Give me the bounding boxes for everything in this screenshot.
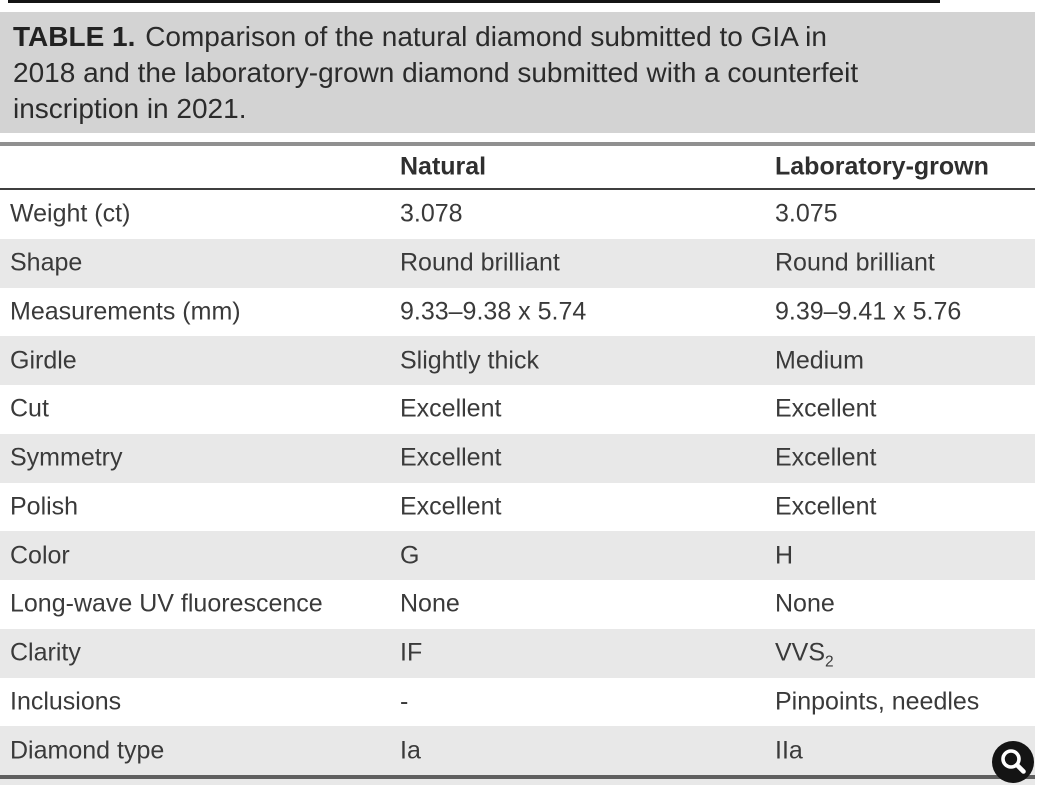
row-label-cell: Diamond type xyxy=(10,736,165,765)
row-natural-cell: Excellent xyxy=(400,492,502,521)
row-label-cell: Color xyxy=(10,541,70,570)
row-laboratory-grown-cell: VVS2 xyxy=(775,638,834,671)
row-label-cell: Symmetry xyxy=(10,443,123,472)
row-natural-cell: None xyxy=(400,589,460,618)
column-header-laboratory-grown: Laboratory-grown xyxy=(775,152,989,181)
table-row: Clarity IF VVS2 xyxy=(0,628,1035,678)
table-row: Color G H xyxy=(0,531,1035,580)
table-row: Cut Excellent Excellent xyxy=(0,385,1035,434)
table-row: Measurements (mm) 9.33–9.38 x 5.74 9.39–… xyxy=(0,287,1035,337)
row-natural-cell: 3.078 xyxy=(400,199,463,228)
column-header-natural: Natural xyxy=(400,152,487,181)
row-label-cell: Clarity xyxy=(10,638,81,667)
table-header-row: Natural Laboratory-grown xyxy=(0,146,1035,188)
table-row: Shape Round brilliant Round brilliant xyxy=(0,238,1035,288)
table-number-label: TABLE 1. xyxy=(13,21,136,52)
row-laboratory-grown-cell: 3.075 xyxy=(775,199,838,228)
table-row: Polish Excellent Excellent xyxy=(0,482,1035,532)
row-natural-cell: 9.33–9.38 x 5.74 xyxy=(400,297,587,326)
row-label-cell: Shape xyxy=(10,248,83,277)
table-row: Girdle Slightly thick Medium xyxy=(0,336,1035,385)
table-row: Long-wave UV fluorescence None None xyxy=(0,580,1035,629)
caption-line-1: TABLE 1. Comparison of the natural diamon… xyxy=(13,19,1025,55)
row-label-cell: Girdle xyxy=(10,346,77,375)
caption-line-3: inscription in 2021. xyxy=(13,93,247,124)
row-natural-cell: Ia xyxy=(400,736,421,765)
table-row: Inclusions - Pinpoints, needles xyxy=(0,677,1035,727)
row-natural-cell: Excellent xyxy=(400,394,502,423)
row-natural-cell: Slightly thick xyxy=(400,346,539,375)
row-laboratory-grown-cell: Excellent xyxy=(775,394,877,423)
row-laboratory-grown-cell: H xyxy=(775,541,794,570)
row-laboratory-grown-cell: None xyxy=(775,589,835,618)
table-row: Diamond type Ia IIa xyxy=(0,726,1035,775)
bottom-gray-strip xyxy=(0,779,1035,785)
table-row: Symmetry Excellent Excellent xyxy=(0,433,1035,483)
row-label-cell: Polish xyxy=(10,492,79,521)
row-laboratory-grown-cell: Round brilliant xyxy=(775,248,935,277)
table-top-rule xyxy=(0,142,1035,146)
row-label-cell: Inclusions xyxy=(10,687,122,716)
caption-line-2: 2018 and the laboratory-grown diamond su… xyxy=(13,57,859,88)
row-laboratory-grown-cell: Medium xyxy=(775,346,864,375)
table-bottom-rule xyxy=(0,775,1035,779)
row-natural-cell: G xyxy=(400,541,420,570)
caption-text: Comparison of the natural diamond submit… xyxy=(145,21,827,52)
row-label-cell: Weight (ct) xyxy=(10,199,131,228)
magnifier-icon xyxy=(1001,749,1026,774)
row-laboratory-grown-cell: IIa xyxy=(775,736,803,765)
table-rows: Weight (ct) 3.078 3.075 Shape Round bril… xyxy=(0,190,1035,775)
row-laboratory-grown-cell: Excellent xyxy=(775,443,877,472)
table-row: Weight (ct) 3.078 3.075 xyxy=(0,190,1035,239)
row-label-cell: Measurements (mm) xyxy=(10,297,241,326)
row-natural-cell: IF xyxy=(400,638,423,667)
row-label-cell: Cut xyxy=(10,394,49,423)
row-label-cell: Long-wave UV fluorescence xyxy=(10,589,323,618)
row-laboratory-grown-cell: Excellent xyxy=(775,492,877,521)
table-caption-box: TABLE 1. Comparison of the natural diamon… xyxy=(0,12,1035,133)
row-laboratory-grown-cell: 9.39–9.41 x 5.76 xyxy=(775,297,962,326)
row-laboratory-grown-cell: Pinpoints, needles xyxy=(775,687,980,716)
row-natural-cell: Excellent xyxy=(400,443,502,472)
zoom-button[interactable] xyxy=(992,741,1034,783)
top-crop-line xyxy=(8,0,940,3)
row-natural-cell: Round brilliant xyxy=(400,248,560,277)
header-underline-rule xyxy=(0,188,1035,190)
row-natural-cell: - xyxy=(400,687,409,716)
